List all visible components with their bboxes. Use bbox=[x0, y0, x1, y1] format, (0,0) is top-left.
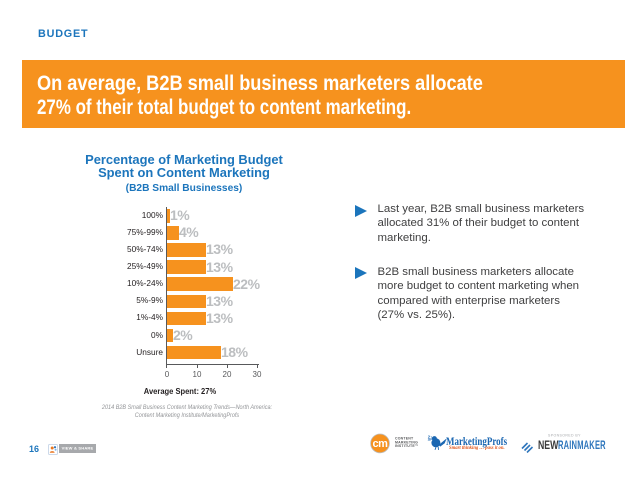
svg-text:cm: cm bbox=[373, 438, 389, 450]
svg-text:2: 2 bbox=[428, 434, 431, 439]
